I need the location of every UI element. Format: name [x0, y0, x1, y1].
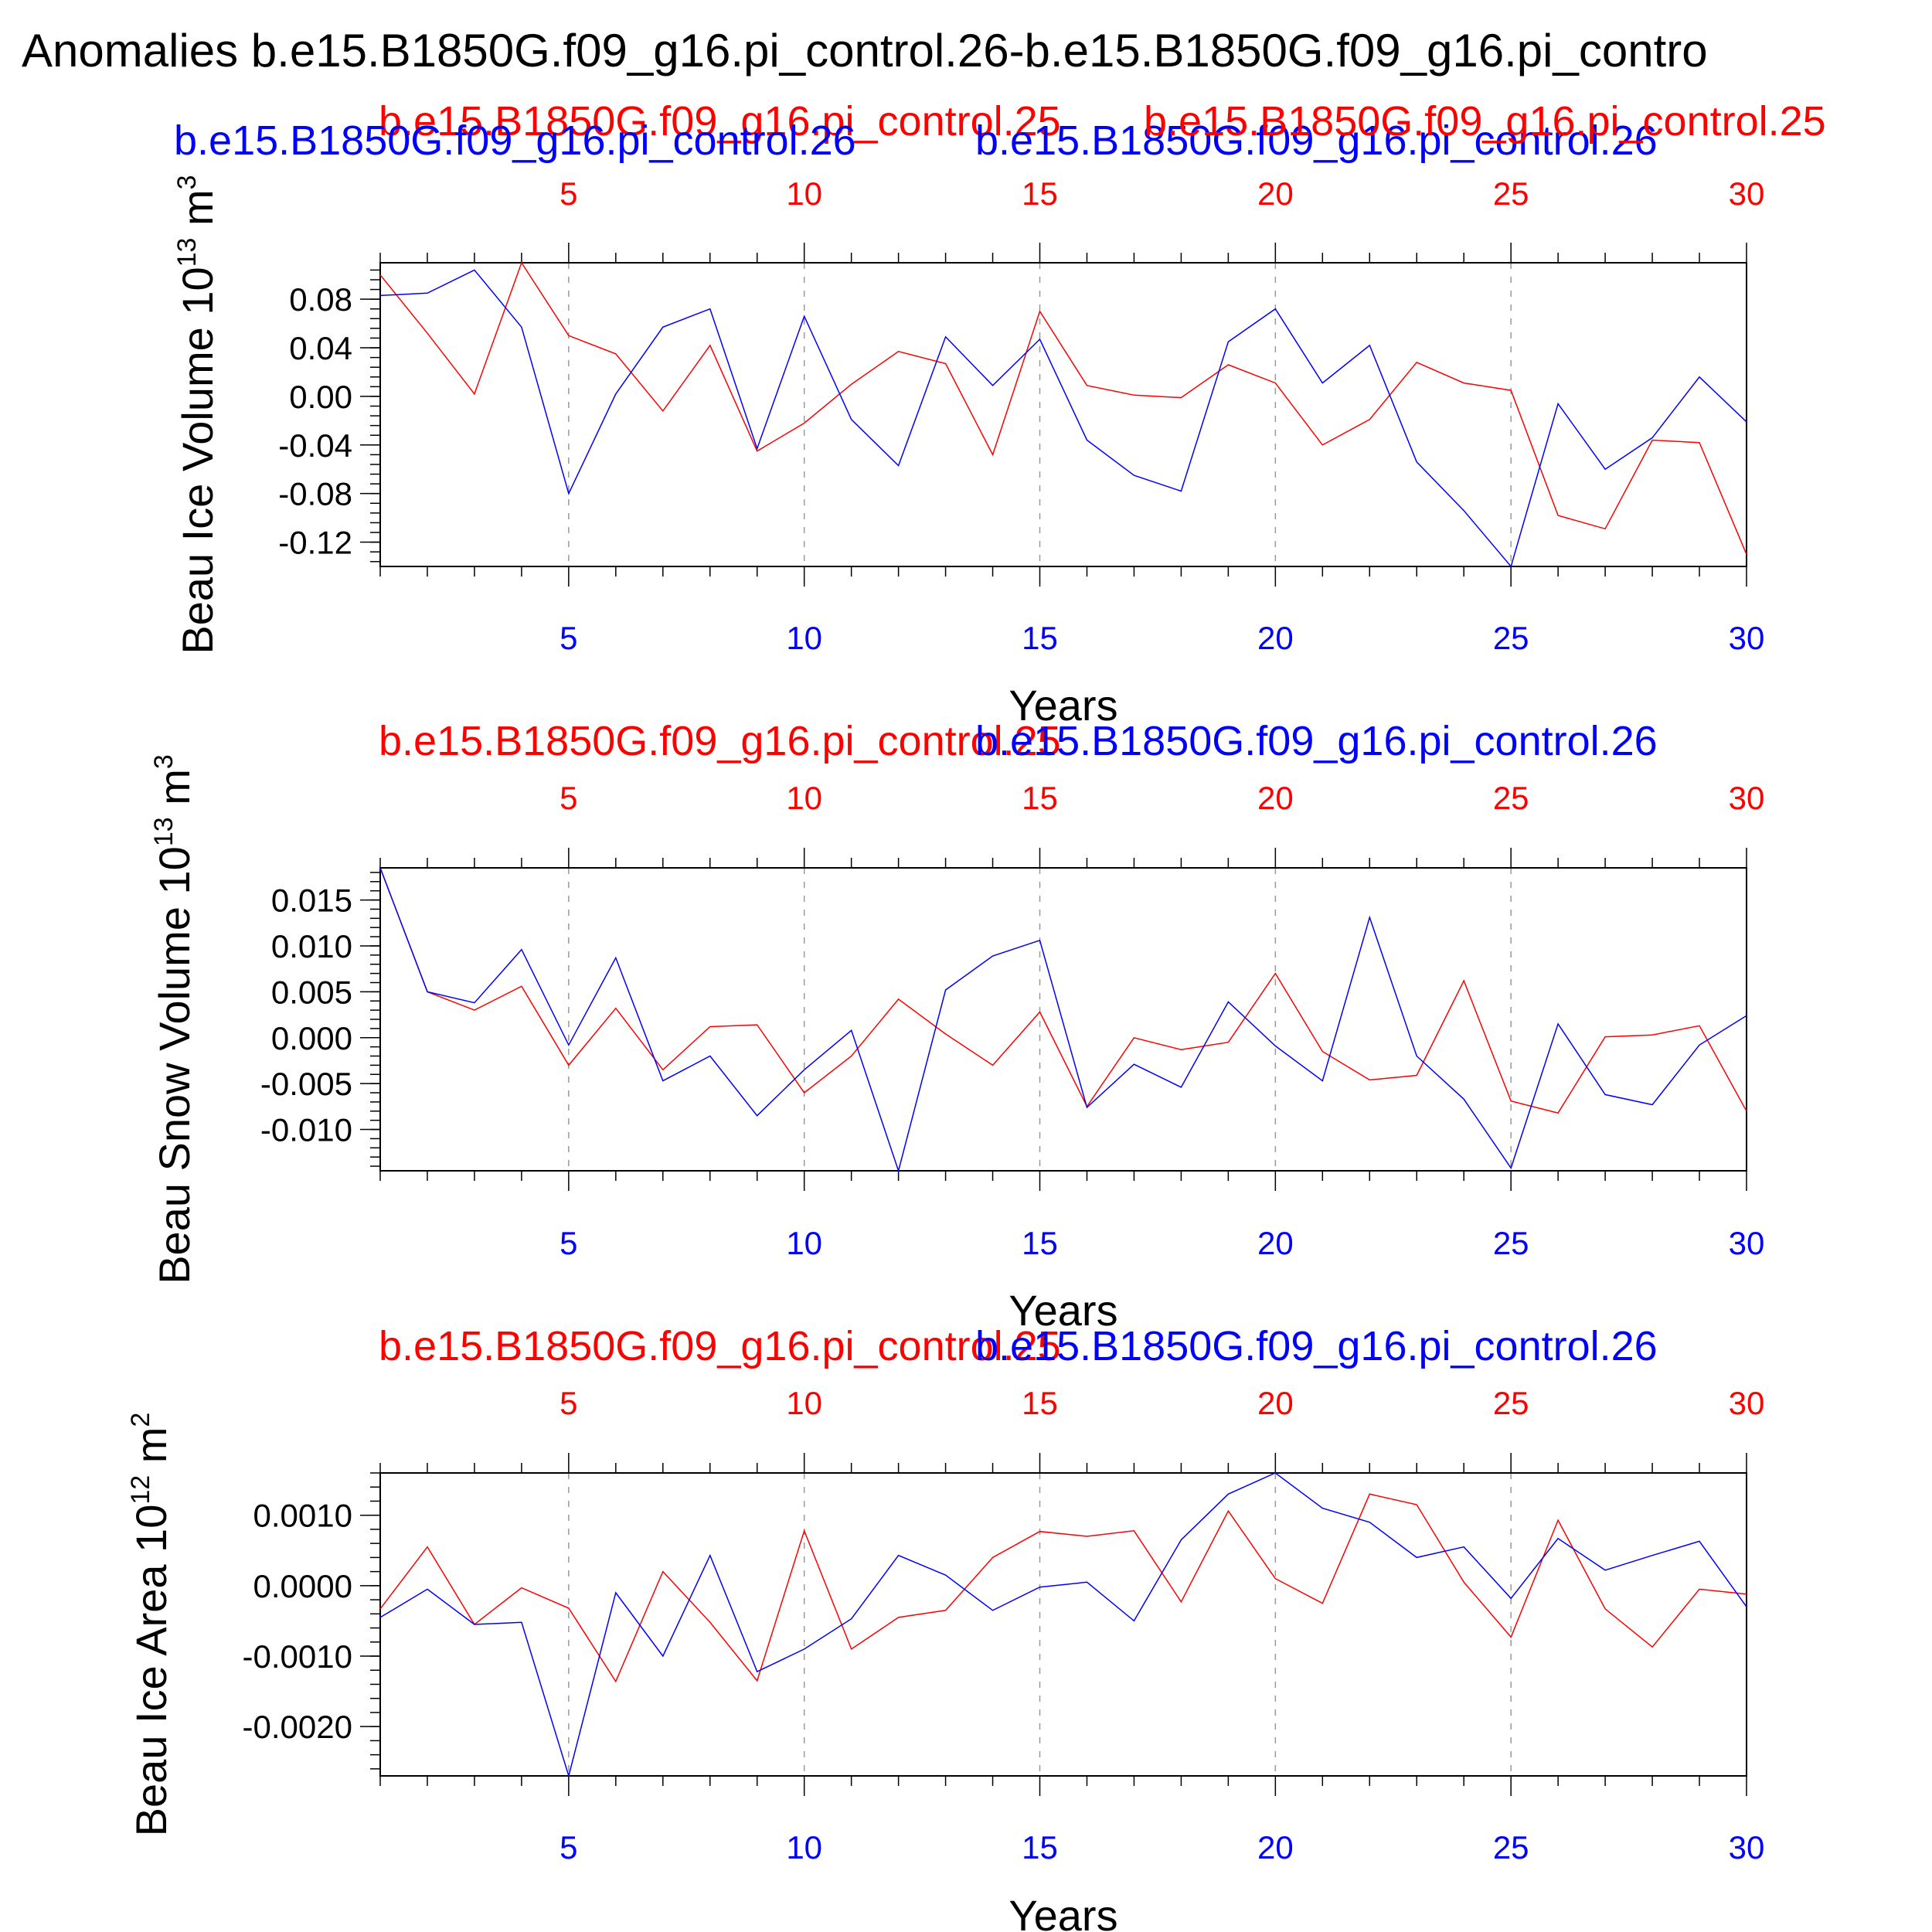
run-label: b.e15.B1850G.f09_g16.pi_control.26	[975, 117, 1658, 164]
x-tick-label-top: 15	[1022, 1385, 1058, 1421]
x-tick-label-bottom: 10	[786, 1225, 822, 1261]
run-label: b.e15.B1850G.f09_g16.pi_control.26	[975, 718, 1658, 764]
series-line-2	[379, 867, 1747, 1173]
panel-2: 0.015 0.010 0.005 0.000 -0.005 -0.010 5 5 10 10 15…	[149, 718, 1764, 1335]
series-line-2	[379, 1472, 1747, 1778]
y-axis-label: Beau Ice Volume 1013 m3	[172, 175, 222, 654]
x-tick-label-bottom: 5	[560, 1225, 577, 1261]
x-tick-label-top: 30	[1729, 1385, 1765, 1421]
panel-3: 0.0010 0.0000 -0.0010 -0.0020 5 5 10 10 15 15 20 20…	[126, 1323, 1764, 1932]
plot-frame	[379, 1472, 1747, 1777]
y-tick-label: -0.005	[260, 1066, 352, 1102]
y-tick-label: -0.0020	[243, 1709, 352, 1745]
x-tick-label-top: 25	[1493, 175, 1529, 212]
run-label: b.e15.B1850G.f09_g16.pi_control.25	[379, 98, 1061, 145]
x-tick-label-bottom: 5	[560, 1829, 577, 1866]
x-tick-label-top: 20	[1257, 780, 1294, 816]
x-tick-label-top: 20	[1257, 175, 1294, 212]
x-tick-label-top: 10	[786, 780, 822, 816]
x-tick-label-bottom: 30	[1729, 1829, 1765, 1866]
series-line-1	[379, 867, 1747, 1114]
y-tick-label: -0.010	[260, 1112, 352, 1148]
panel-1: 0.08 0.04 0.00 -0.04 -0.08 -0.12 5 5 10 10 15 15 20 2…	[172, 98, 1826, 730]
x-tick-label-bottom: 30	[1729, 620, 1765, 656]
run-label: b.e15.B1850G.f09_g16.pi_control.25	[379, 1323, 1061, 1369]
y-tick-label: 0.0000	[253, 1568, 352, 1604]
x-tick-label-top: 15	[1022, 175, 1058, 212]
x-tick-label-bottom: 20	[1257, 1225, 1294, 1261]
x-axis-label: Years	[1009, 1286, 1117, 1335]
run-label: b.e15.B1850G.f09_g16.pi_control.25	[1144, 98, 1826, 145]
y-axis-label: Beau Snow Volume 1013 m3	[149, 754, 199, 1284]
x-tick-label-bottom: 20	[1257, 620, 1294, 656]
x-tick-label-top: 25	[1493, 780, 1529, 816]
y-tick-label: -0.0010	[243, 1638, 352, 1675]
run-label: b.e15.B1850G.f09_g16.pi_control.26	[975, 1323, 1658, 1369]
y-tick-label: -0.12	[278, 525, 352, 561]
y-axis-label: Beau Ice Area 1012 m2	[126, 1413, 175, 1837]
x-tick-label-top: 30	[1729, 780, 1765, 816]
series-line-2	[379, 269, 1747, 568]
x-tick-label-bottom: 20	[1257, 1829, 1294, 1866]
y-tick-label: 0.005	[271, 974, 352, 1010]
x-tick-label-top: 5	[560, 1385, 577, 1421]
y-tick-label: 0.00	[289, 379, 352, 415]
y-tick-label: -0.04	[278, 427, 352, 464]
series-line-1	[379, 261, 1747, 555]
x-tick-label-top: 10	[786, 175, 822, 212]
y-tick-label: 0.015	[271, 883, 352, 919]
run-label: b.e15.B1850G.f09_g16.pi_control.25	[379, 718, 1061, 764]
x-axis-label: Years	[1009, 1891, 1117, 1932]
x-tick-label-top: 5	[560, 175, 577, 212]
x-tick-label-bottom: 15	[1022, 1829, 1058, 1866]
x-tick-label-bottom: 25	[1493, 1225, 1529, 1261]
x-tick-label-top: 15	[1022, 780, 1058, 816]
page-title: Anomalies b.e15.B1850G.f09_g16.pi_contro…	[22, 25, 1708, 77]
x-tick-label-bottom: 30	[1729, 1225, 1765, 1261]
x-tick-label-bottom: 10	[786, 1829, 822, 1866]
x-tick-label-top: 30	[1729, 175, 1765, 212]
x-tick-label-bottom: 25	[1493, 1829, 1529, 1866]
x-tick-label-top: 20	[1257, 1385, 1294, 1421]
run-label: b.e15.B1850G.f09_g16.pi_control.26	[174, 117, 856, 164]
x-tick-label-bottom: 15	[1022, 1225, 1058, 1261]
y-tick-label: 0.0010	[253, 1498, 352, 1534]
x-tick-label-top: 25	[1493, 1385, 1529, 1421]
x-tick-label-bottom: 25	[1493, 620, 1529, 656]
x-tick-label-top: 10	[786, 1385, 822, 1421]
plot-frame	[379, 262, 1747, 567]
x-tick-label-bottom: 5	[560, 620, 577, 656]
x-tick-label-top: 5	[560, 780, 577, 816]
y-tick-label: 0.000	[271, 1020, 352, 1056]
y-tick-label: 0.010	[271, 928, 352, 964]
x-tick-label-bottom: 15	[1022, 620, 1058, 656]
plot-frame	[379, 867, 1747, 1172]
y-tick-label: -0.08	[278, 476, 352, 512]
y-tick-label: 0.04	[289, 330, 352, 366]
chart-panels: 0.08 0.04 0.00 -0.04 -0.08 -0.12 5 5 10 10 15 15 20 2…	[126, 98, 1826, 1932]
x-axis-label: Years	[1009, 681, 1117, 730]
x-tick-label-bottom: 10	[786, 620, 822, 656]
y-tick-label: 0.08	[289, 281, 352, 318]
series-line-1	[379, 1493, 1747, 1683]
